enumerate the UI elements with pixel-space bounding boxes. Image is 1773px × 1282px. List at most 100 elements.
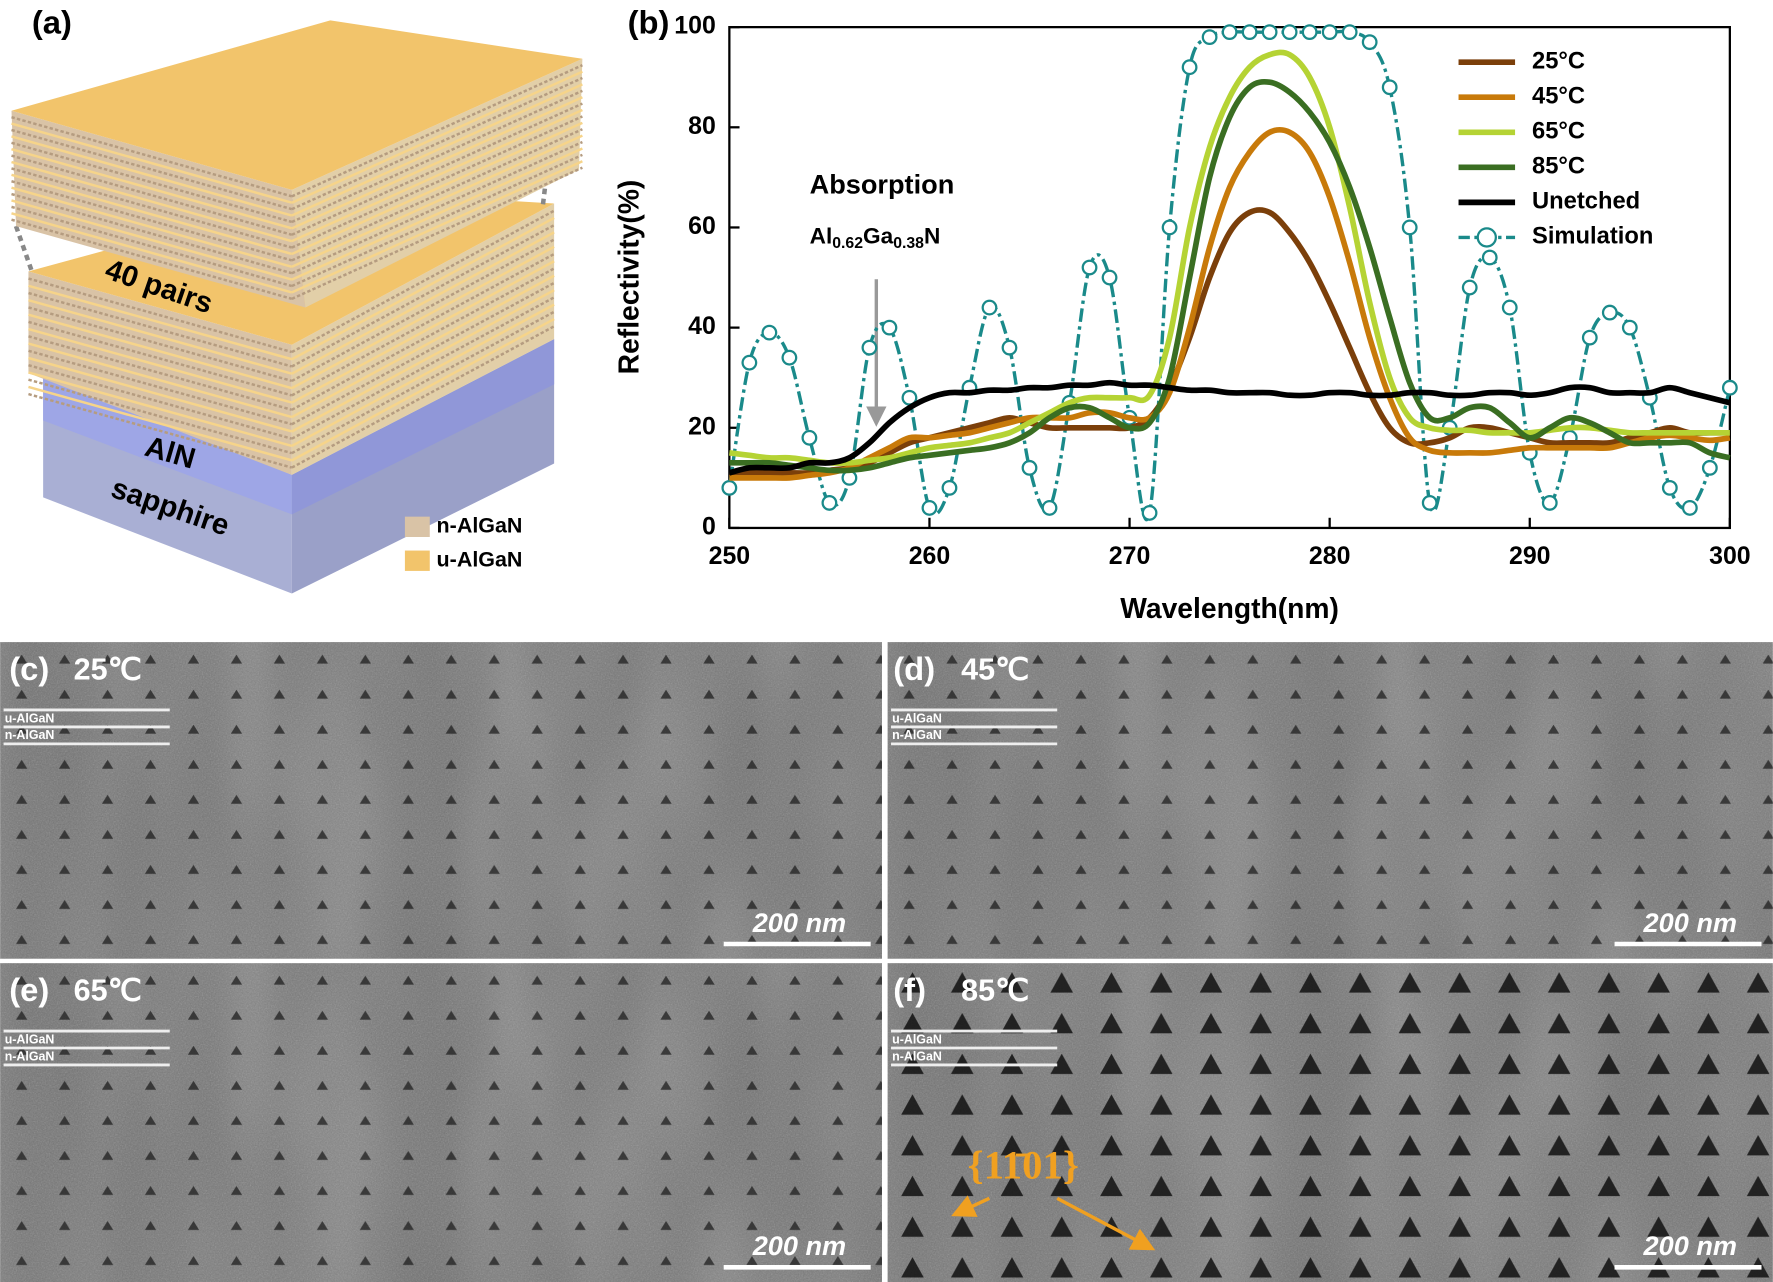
aln-side xyxy=(291,339,555,515)
series-marker xyxy=(801,429,818,446)
layer-stripe xyxy=(291,166,583,300)
series-marker xyxy=(881,319,898,336)
layer-stripe xyxy=(11,212,293,294)
series-marker xyxy=(1161,219,1178,236)
layer-stripe xyxy=(28,364,293,440)
legend-label: 45°C xyxy=(1532,83,1585,109)
upper-stack-top xyxy=(11,20,583,190)
layer-stripe xyxy=(11,186,293,268)
layer-stripe xyxy=(291,317,555,462)
layer-stripe xyxy=(291,64,583,198)
layer-stripe xyxy=(291,102,583,236)
series-marker xyxy=(1141,505,1158,521)
legend-label: n-AlGaN xyxy=(437,513,523,537)
legend-swatch xyxy=(404,516,430,537)
series-marker xyxy=(1481,249,1498,266)
series-line xyxy=(728,379,1731,476)
layer-stripe xyxy=(11,160,293,243)
layer-marker-label: u-AlGaN xyxy=(5,1032,55,1046)
y-tick-label: 80 xyxy=(688,112,716,140)
series-marker xyxy=(1341,24,1358,41)
series-marker xyxy=(1321,24,1338,41)
series-line xyxy=(729,49,1730,466)
layer-stripe xyxy=(291,70,583,204)
layer-marker-label: u-AlGaN xyxy=(5,711,55,725)
series-marker xyxy=(921,500,938,516)
x-tick-label: 300 xyxy=(1709,542,1750,570)
layer-marker-label: u-AlGaN xyxy=(892,711,942,725)
series-marker xyxy=(1601,304,1618,321)
layer-stripe xyxy=(28,378,293,455)
annotation: Absorption xyxy=(810,169,955,200)
panel-label: (a) xyxy=(32,4,72,41)
layer-stripe xyxy=(11,167,293,249)
layer-stripe xyxy=(291,128,583,262)
y-tick-label: 60 xyxy=(688,212,716,240)
panel-label: (b) xyxy=(628,4,670,41)
panel-label: (e) xyxy=(9,971,49,1008)
series-marker xyxy=(1661,479,1678,496)
layer-stripe xyxy=(291,147,583,281)
x-tick-label: 250 xyxy=(709,542,750,570)
series-marker xyxy=(1041,500,1058,516)
layer-stripe xyxy=(291,303,555,448)
layer-stripe xyxy=(291,96,583,230)
facet-arrow xyxy=(951,1195,991,1217)
layer-stripe xyxy=(291,231,555,375)
sem-image: 25℃ u-AlGaN n-AlGaN 200 nm xyxy=(0,642,882,959)
series-marker xyxy=(1261,24,1278,41)
x-tick-label: 260 xyxy=(909,542,950,570)
series-marker xyxy=(821,494,838,511)
series-marker xyxy=(861,339,878,356)
layer-stripe xyxy=(28,291,293,368)
layer-stripe xyxy=(291,216,555,361)
series-marker xyxy=(1681,500,1698,516)
legend-label: u-AlGaN xyxy=(437,547,523,571)
connector xyxy=(13,225,34,273)
scale-bar-label: 200 nm xyxy=(752,1230,846,1261)
layer-stripe xyxy=(28,284,293,361)
layer-stripe xyxy=(28,299,293,375)
legend-label: 85°C xyxy=(1532,154,1585,180)
layer-stripe xyxy=(291,325,555,469)
sem-pits xyxy=(0,642,882,959)
upper-stack-face xyxy=(11,110,306,308)
layer-stripe xyxy=(291,252,555,397)
series-marker xyxy=(1001,339,1018,356)
facet-annotation: {11̄01} xyxy=(968,1142,1079,1187)
layer-stripe xyxy=(11,154,293,236)
legend-swatch xyxy=(404,550,430,571)
formula-part: 0.62 xyxy=(832,235,863,252)
formula-part: 0.38 xyxy=(893,235,924,252)
layer-stripe xyxy=(11,135,293,217)
x-axis-title: Wavelength(nm) xyxy=(1120,592,1339,624)
layer-stripe xyxy=(11,122,293,204)
series-marker xyxy=(1541,494,1558,511)
scale-bar-label: 200 nm xyxy=(1643,907,1737,938)
scale-bar-label: 200 nm xyxy=(1643,1230,1737,1261)
series-line xyxy=(729,79,1731,474)
y-tick-label: 0 xyxy=(702,513,716,541)
legend-label: 65°C xyxy=(1532,119,1585,145)
temperature-label: 45℃ xyxy=(961,653,1029,687)
layer-stripe xyxy=(291,140,583,275)
sem-pits xyxy=(887,642,1773,959)
formula-part: N xyxy=(924,223,940,248)
layer-stripe xyxy=(11,148,293,230)
series-marker xyxy=(761,324,778,341)
x-tick-label: 270 xyxy=(1109,542,1150,570)
layer-stripe xyxy=(11,218,293,301)
formula-part: Ga xyxy=(863,223,894,248)
series-marker xyxy=(941,479,958,496)
series-marker xyxy=(981,299,998,316)
layer-stripe xyxy=(291,121,583,256)
series-marker xyxy=(1221,24,1238,41)
layer-stripe xyxy=(291,274,555,419)
sem-image: 85℃ u-AlGaN n-AlGaN 200 nm {11̄01} xyxy=(887,963,1773,1282)
layer-stripe xyxy=(28,385,293,462)
layer-stripe xyxy=(291,245,555,390)
legend-label: Unetched xyxy=(1532,189,1640,215)
series-marker xyxy=(1621,319,1638,336)
layer-stripe xyxy=(291,153,583,288)
